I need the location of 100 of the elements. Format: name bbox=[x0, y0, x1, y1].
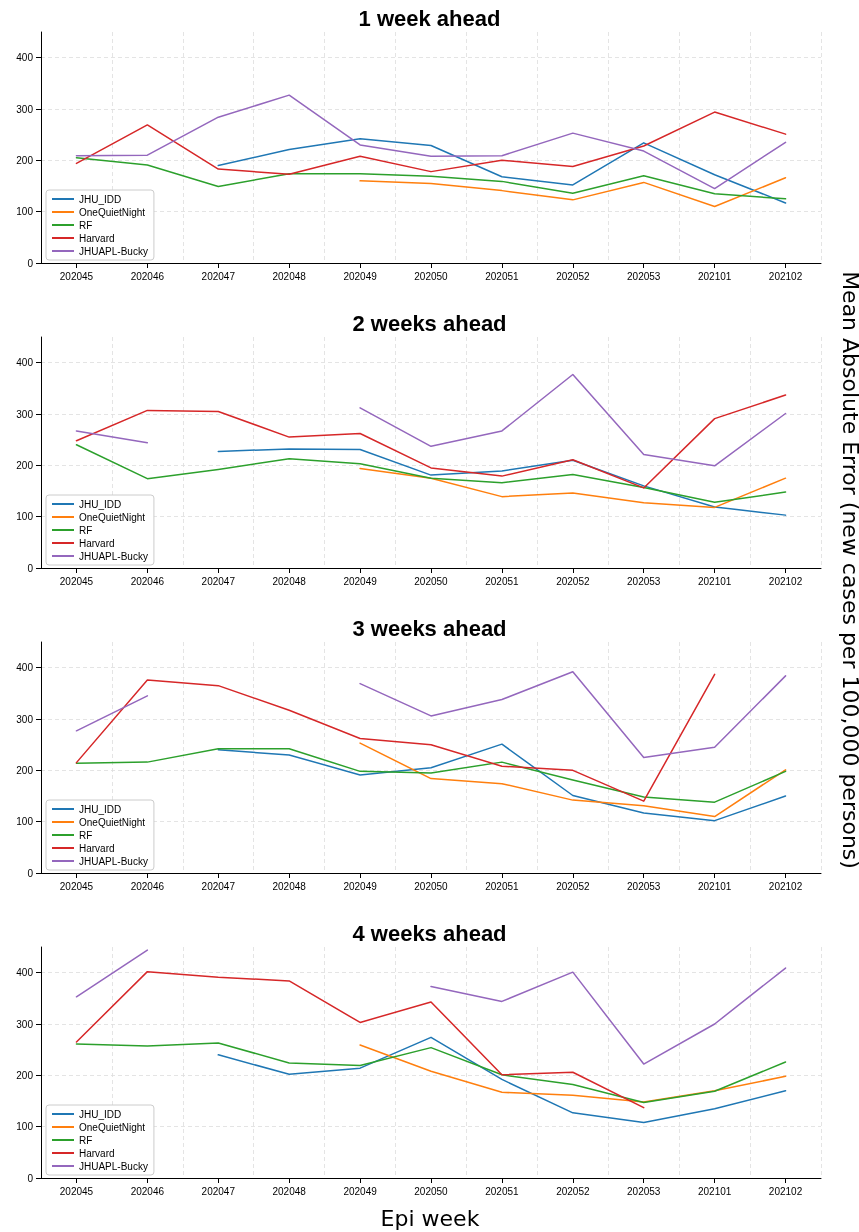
y-tick-label: 200 bbox=[16, 1069, 34, 1081]
x-tick-label: 202101 bbox=[697, 1185, 732, 1197]
legend-label: RF bbox=[79, 219, 93, 231]
x-tick-label: 202053 bbox=[627, 575, 661, 587]
y-tick-label: 100 bbox=[16, 1121, 34, 1133]
line-series bbox=[217, 138, 787, 204]
line-series bbox=[359, 177, 787, 208]
legend-label: JHU_IDD bbox=[79, 1108, 122, 1120]
x-tick-label: 202048 bbox=[272, 270, 307, 282]
x-tick-label: 202052 bbox=[556, 880, 590, 892]
x-tick-label: 202101 bbox=[697, 270, 732, 282]
x-tick-label: 202050 bbox=[414, 575, 449, 587]
y-tick-label: 100 bbox=[16, 206, 34, 218]
y-tick-label: 200 bbox=[16, 154, 34, 166]
line-series bbox=[359, 467, 787, 509]
legend-label: JHUAPL-Bucky bbox=[79, 245, 148, 257]
x-tick-label: 202046 bbox=[130, 575, 165, 587]
line-series bbox=[75, 111, 787, 175]
y-tick-label: 200 bbox=[16, 459, 34, 471]
x-tick-label: 202049 bbox=[343, 270, 378, 282]
x-tick-label: 202050 bbox=[414, 270, 449, 282]
legend-label: JHU_IDD bbox=[79, 498, 122, 510]
x-tick-label: 202048 bbox=[272, 880, 307, 892]
y-tick-label: 0 bbox=[27, 257, 34, 269]
chart-title: 3 weeks ahead bbox=[352, 615, 507, 641]
x-tick-label: 202049 bbox=[343, 880, 378, 892]
x-tick-label: 202047 bbox=[201, 575, 236, 587]
x-tick-label: 202051 bbox=[485, 270, 520, 282]
x-axis-title: Epi week bbox=[380, 1205, 480, 1231]
x-tick-label: 202045 bbox=[59, 1185, 94, 1197]
legend-label: OneQuietNight bbox=[79, 1121, 146, 1133]
x-tick-label: 202051 bbox=[485, 575, 520, 587]
x-tick-label: 202052 bbox=[556, 1185, 590, 1197]
line-series bbox=[75, 394, 787, 489]
legend-label: JHUAPL-Bucky bbox=[79, 855, 148, 867]
y-tick-label: 300 bbox=[16, 103, 34, 115]
x-tick-label: 202048 bbox=[272, 575, 307, 587]
y-tick-label: 300 bbox=[16, 1018, 34, 1030]
y-tick-label: 100 bbox=[16, 816, 34, 828]
line-series bbox=[75, 970, 645, 1109]
y-tick-label: 0 bbox=[27, 562, 34, 574]
x-tick-label: 202053 bbox=[627, 1185, 661, 1197]
x-tick-label: 202045 bbox=[59, 575, 94, 587]
x-tick-label: 202102 bbox=[768, 1185, 803, 1197]
x-tick-label: 202045 bbox=[59, 270, 94, 282]
x-tick-label: 202102 bbox=[768, 880, 803, 892]
y-tick-label: 400 bbox=[16, 662, 34, 674]
x-tick-label: 202050 bbox=[414, 1185, 449, 1197]
x-tick-label: 202046 bbox=[130, 1185, 165, 1197]
y-tick-label: 300 bbox=[16, 713, 34, 725]
x-tick-label: 202046 bbox=[130, 270, 165, 282]
x-tick-label: 202048 bbox=[272, 1185, 307, 1197]
y-tick-label: 400 bbox=[16, 967, 34, 979]
legend-label: OneQuietNight bbox=[79, 511, 146, 523]
line-series bbox=[75, 94, 787, 190]
x-tick-label: 202102 bbox=[768, 575, 803, 587]
x-tick-label: 202049 bbox=[343, 1185, 378, 1197]
x-tick-label: 202050 bbox=[414, 880, 449, 892]
chart-title: 2 weeks ahead bbox=[352, 310, 507, 336]
legend-label: OneQuietNight bbox=[79, 816, 146, 828]
legend-label: RF bbox=[79, 524, 93, 536]
y-tick-label: 0 bbox=[27, 1172, 34, 1184]
line-series bbox=[359, 742, 787, 818]
legend-label: JHUAPL-Bucky bbox=[79, 1160, 148, 1172]
x-tick-label: 202051 bbox=[485, 880, 520, 892]
legend-label: JHU_IDD bbox=[79, 193, 122, 205]
line-series bbox=[75, 1042, 787, 1104]
chart-title: 1 week ahead bbox=[358, 5, 501, 31]
x-tick-label: 202052 bbox=[556, 575, 590, 587]
legend-label: RF bbox=[79, 829, 93, 841]
legend-label: OneQuietNight bbox=[79, 206, 146, 218]
chart-title: 4 weeks ahead bbox=[352, 920, 507, 946]
legend-label: RF bbox=[79, 1134, 93, 1146]
x-tick-label: 202102 bbox=[768, 270, 803, 282]
y-tick-label: 100 bbox=[16, 511, 34, 523]
y-tick-label: 0 bbox=[27, 867, 34, 879]
line-series bbox=[75, 673, 716, 802]
x-tick-label: 202045 bbox=[59, 880, 94, 892]
y-tick-label: 400 bbox=[16, 52, 34, 64]
legend-label: JHUAPL-Bucky bbox=[79, 550, 148, 562]
y-tick-label: 300 bbox=[16, 408, 34, 420]
x-tick-label: 202052 bbox=[556, 270, 590, 282]
x-tick-label: 202046 bbox=[130, 880, 165, 892]
line-series bbox=[217, 743, 787, 822]
line-series bbox=[217, 1036, 787, 1124]
x-tick-label: 202051 bbox=[485, 1185, 520, 1197]
x-tick-label: 202053 bbox=[627, 270, 661, 282]
x-tick-label: 202101 bbox=[697, 880, 732, 892]
legend-label: Harvard bbox=[79, 537, 115, 549]
y-axis-title: Mean Absolute Error (new cases per 100,000 persons) bbox=[837, 271, 859, 869]
line-series bbox=[217, 448, 787, 516]
y-tick-label: 200 bbox=[16, 764, 34, 776]
x-tick-label: 202053 bbox=[627, 880, 661, 892]
x-tick-label: 202047 bbox=[201, 270, 236, 282]
x-tick-label: 202049 bbox=[343, 575, 378, 587]
legend-label: JHU_IDD bbox=[79, 803, 122, 815]
x-tick-label: 202047 bbox=[201, 1185, 236, 1197]
line-series bbox=[359, 1044, 787, 1103]
y-tick-label: 400 bbox=[16, 357, 34, 369]
legend-label: Harvard bbox=[79, 1147, 115, 1159]
